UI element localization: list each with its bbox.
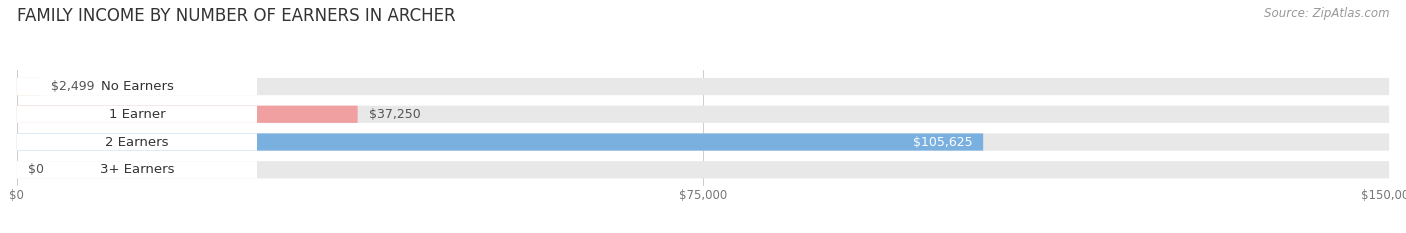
FancyBboxPatch shape — [17, 78, 39, 95]
FancyBboxPatch shape — [17, 134, 1389, 151]
Text: 2 Earners: 2 Earners — [105, 136, 169, 148]
Text: FAMILY INCOME BY NUMBER OF EARNERS IN ARCHER: FAMILY INCOME BY NUMBER OF EARNERS IN AR… — [17, 7, 456, 25]
Text: No Earners: No Earners — [100, 80, 173, 93]
FancyBboxPatch shape — [17, 78, 1389, 95]
FancyBboxPatch shape — [17, 134, 983, 151]
FancyBboxPatch shape — [17, 78, 257, 95]
FancyBboxPatch shape — [17, 106, 257, 123]
Text: 1 Earner: 1 Earner — [108, 108, 166, 121]
Text: $37,250: $37,250 — [368, 108, 420, 121]
Text: Source: ZipAtlas.com: Source: ZipAtlas.com — [1264, 7, 1389, 20]
Text: $105,625: $105,625 — [912, 136, 972, 148]
FancyBboxPatch shape — [17, 161, 257, 178]
Text: $2,499: $2,499 — [51, 80, 94, 93]
Text: $0: $0 — [28, 163, 44, 176]
FancyBboxPatch shape — [17, 161, 1389, 178]
FancyBboxPatch shape — [17, 134, 257, 151]
Text: 3+ Earners: 3+ Earners — [100, 163, 174, 176]
FancyBboxPatch shape — [17, 106, 357, 123]
FancyBboxPatch shape — [17, 106, 1389, 123]
